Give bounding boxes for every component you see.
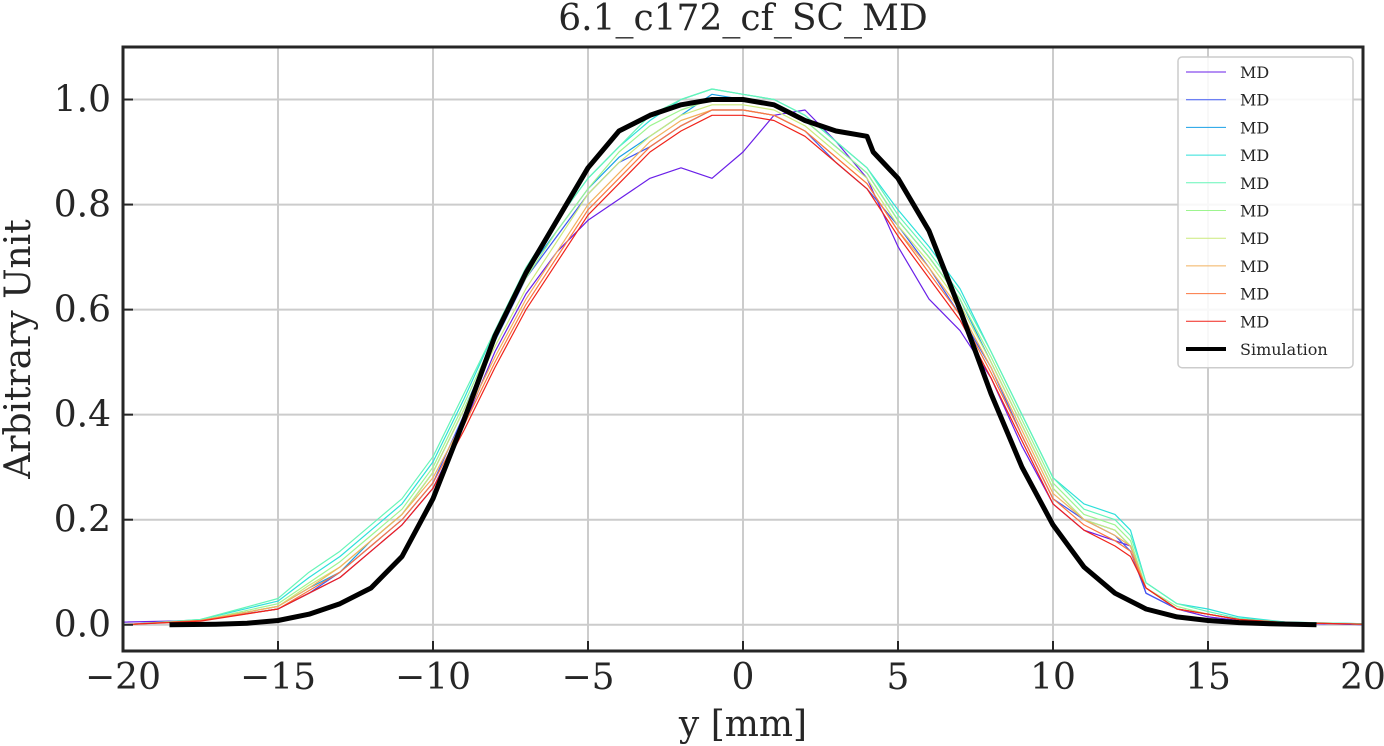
y-tick-label: 0.2	[54, 500, 111, 541]
series-lines	[123, 88, 1363, 628]
legend-label: MD	[1240, 285, 1269, 304]
legend-box	[1177, 56, 1354, 369]
x-tick-label: 0	[732, 657, 755, 698]
y-tick-label: 0.6	[54, 290, 111, 331]
legend-label: MD	[1240, 312, 1269, 331]
x-tick-label: −5	[561, 657, 614, 698]
x-tick-label: 10	[1030, 657, 1076, 698]
grid-lines	[123, 47, 1363, 651]
x-tick-label: −15	[240, 657, 316, 698]
x-tick-label: −10	[395, 657, 471, 698]
y-tick-label: 0.0	[54, 605, 111, 646]
axis-ticks: −20 −15 −10 −5 0 5 10 15 20 0.0 0.2 0.4 0.6 0.8 1.0	[54, 80, 1384, 698]
legend-label: MD	[1240, 118, 1269, 137]
series-line-md-9	[123, 109, 1363, 626]
x-axis-title: y [mm]	[678, 704, 807, 745]
series-line-md-5	[123, 88, 1363, 626]
legend: MD MD MD MD MD MD MD MD MD MD Simulation	[1177, 56, 1354, 369]
legend-label: MD	[1240, 63, 1269, 82]
legend-label: MD	[1240, 202, 1269, 221]
y-tick-label: 1.0	[54, 80, 111, 121]
series-line-md-10	[123, 114, 1363, 626]
legend-label: MD	[1240, 257, 1269, 276]
x-tick-label: 15	[1185, 657, 1231, 698]
y-tick-label: 0.8	[54, 185, 111, 226]
legend-label: MD	[1240, 91, 1269, 110]
legend-label: MD	[1240, 174, 1269, 193]
x-tick-label: 5	[887, 657, 910, 698]
y-axis-title: Arbitrary Unit	[0, 219, 39, 480]
x-tick-label: 20	[1340, 657, 1384, 698]
series-line-simulation	[169, 97, 1317, 628]
legend-label: Simulation	[1240, 340, 1328, 359]
x-tick-label: −20	[85, 657, 161, 698]
chart-title: 6.1_c172_cf_SC_MD	[558, 0, 928, 39]
legend-label: MD	[1240, 229, 1269, 248]
y-tick-label: 0.4	[54, 395, 111, 436]
legend-label: MD	[1240, 146, 1269, 165]
